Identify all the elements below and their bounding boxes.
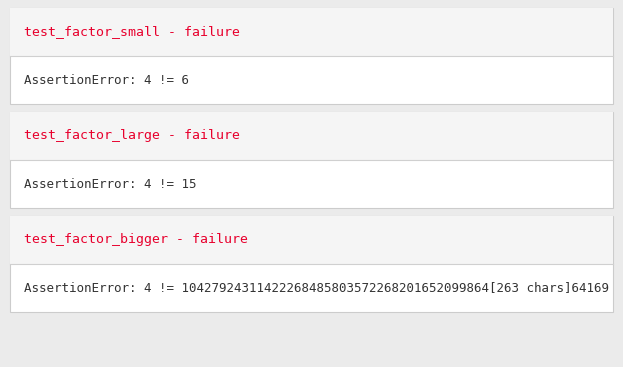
Bar [10,112,613,208]
Bar [10,8,613,56]
Text: test_factor_small - failure: test_factor_small - failure [24,25,240,39]
Bar [10,216,613,312]
Text: AssertionError: 4 != 15: AssertionError: 4 != 15 [24,178,196,190]
Bar [10,112,613,160]
Text: AssertionError: 4 != 6: AssertionError: 4 != 6 [24,73,189,87]
Text: test_factor_large - failure: test_factor_large - failure [24,130,240,142]
Bar [10,216,613,264]
Text: test_factor_bigger - failure: test_factor_bigger - failure [24,233,248,247]
Text: AssertionError: 4 != 10427924311422268485803572268201652099864[263 chars]64169: AssertionError: 4 != 1042792431142226848… [24,281,609,294]
Bar [10,8,613,104]
